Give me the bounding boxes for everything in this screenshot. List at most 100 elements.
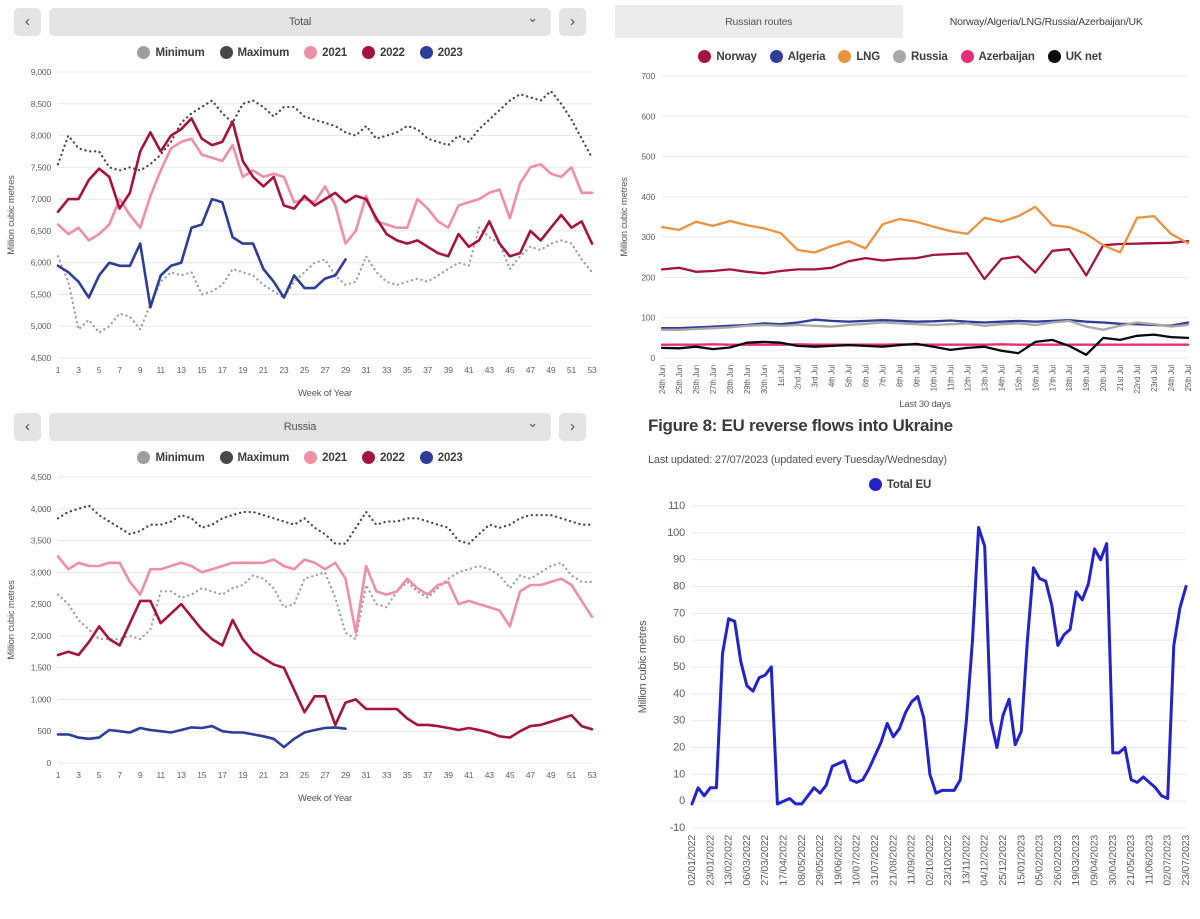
legend-swatch-icon — [698, 50, 712, 63]
chevron-down-icon: ⌄ — [527, 415, 538, 430]
svg-text:27/03/2022: 27/03/2022 — [759, 835, 771, 886]
legend-item-2021[interactable]: 2021 — [304, 451, 347, 464]
svg-text:2,000: 2,000 — [31, 631, 52, 641]
legend-item-algeria[interactable]: Algeria — [769, 50, 826, 63]
svg-text:100: 100 — [667, 527, 685, 539]
legend-item-uk-net[interactable]: UK net — [1047, 50, 1102, 63]
svg-text:500: 500 — [641, 152, 655, 162]
svg-text:29: 29 — [341, 365, 351, 375]
legend-item-norway[interactable]: Norway — [698, 50, 757, 63]
svg-text:28th Jun: 28th Jun — [726, 365, 735, 394]
legend-item-2023[interactable]: 2023 — [419, 451, 463, 464]
legend-swatch-icon — [893, 50, 907, 63]
svg-text:31/07/2022: 31/07/2022 — [869, 835, 881, 886]
svg-text:-10: -10 — [670, 822, 685, 834]
svg-text:25th Jul: 25th Jul — [1184, 365, 1193, 392]
svg-text:30/04/2023: 30/04/2023 — [1107, 835, 1119, 886]
svg-text:25: 25 — [300, 365, 310, 375]
routes-chart-legend: Norway Algeria LNG Russia Azerbaijan UK net — [600, 50, 1200, 63]
svg-text:12th Jul: 12th Jul — [963, 365, 972, 392]
svg-text:11th Jul: 11th Jul — [946, 365, 955, 391]
legend-item-2022[interactable]: 2022 — [361, 451, 405, 464]
tab-norway-algeria-lng-russia-azerbaijan-uk[interactable]: Norway/Algeria/LNG/Russia/Azerbaijan/UK — [902, 5, 1190, 38]
svg-text:26th Jun: 26th Jun — [692, 365, 701, 394]
russia-chart-selector-row: ‹ Russia ⌄ › — [14, 413, 586, 441]
legend-item-maximum[interactable]: Maximum — [219, 451, 290, 464]
svg-text:23: 23 — [279, 365, 289, 375]
legend-swatch-icon — [304, 451, 318, 464]
svg-text:7: 7 — [117, 770, 122, 780]
svg-text:53: 53 — [587, 770, 597, 780]
svg-text:31: 31 — [362, 770, 372, 780]
svg-text:02/07/2023: 02/07/2023 — [1162, 835, 1174, 886]
svg-text:11/09/2022: 11/09/2022 — [906, 835, 918, 885]
legend-swatch-icon — [419, 46, 433, 59]
svg-text:19: 19 — [238, 770, 248, 780]
chart-dropdown-russia-value: Russia — [283, 421, 317, 433]
svg-text:5th Jul: 5th Jul — [845, 365, 854, 388]
svg-text:5: 5 — [97, 770, 102, 780]
ukraine-flows-panel: Figure 8: EU reverse flows into Ukraine … — [600, 412, 1200, 919]
svg-text:30th Jun: 30th Jun — [760, 365, 769, 394]
svg-text:10th Jul: 10th Jul — [929, 365, 938, 392]
svg-text:1,000: 1,000 — [31, 694, 52, 704]
legend-item-azerbaijan[interactable]: Azerbaijan — [960, 50, 1035, 63]
tab-russian-routes[interactable]: Russian routes — [615, 5, 903, 38]
legend-label: Russia — [911, 50, 948, 63]
chart-dropdown-total[interactable]: Total ⌄ — [49, 8, 551, 36]
svg-text:0: 0 — [650, 353, 655, 363]
svg-text:37: 37 — [423, 770, 433, 780]
legend-item-2021[interactable]: 2021 — [304, 46, 347, 59]
figure-title: Figure 8: EU reverse flows into Ukraine — [648, 416, 953, 435]
svg-text:24th Jul: 24th Jul — [1167, 365, 1176, 392]
prev-chart-button[interactable]: ‹ — [14, 413, 41, 441]
legend-item-2022[interactable]: 2022 — [361, 46, 405, 59]
legend-swatch-icon — [219, 451, 233, 464]
svg-text:21/08/2022: 21/08/2022 — [887, 835, 899, 886]
svg-text:2,500: 2,500 — [31, 599, 52, 609]
svg-text:23: 23 — [279, 770, 289, 780]
svg-text:5,000: 5,000 — [31, 321, 52, 331]
svg-text:37: 37 — [423, 365, 433, 375]
total-chart-panel: ‹ Total ⌄ › Minimum Maximum 2021 2022 2023 4… — [0, 0, 600, 405]
legend-label: Azerbaijan — [978, 50, 1035, 63]
svg-text:23/10/2022: 23/10/2022 — [942, 835, 954, 886]
svg-text:15/01/2023: 15/01/2023 — [1015, 835, 1027, 886]
legend-label: Maximum — [237, 451, 290, 464]
ukraine-chart: -10 0 10 20 30 40 50 60 70 80 90 100 110 02/01/2022 23… — [637, 500, 1192, 886]
svg-text:500: 500 — [37, 726, 51, 736]
legend-swatch-icon — [361, 46, 375, 59]
svg-text:51: 51 — [567, 365, 577, 375]
svg-text:1,500: 1,500 — [31, 663, 52, 673]
svg-text:49: 49 — [546, 770, 556, 780]
legend-item-2023[interactable]: 2023 — [419, 46, 463, 59]
svg-text:700: 700 — [641, 71, 655, 81]
svg-text:43: 43 — [485, 365, 495, 375]
svg-text:4,500: 4,500 — [31, 353, 52, 363]
svg-text:21: 21 — [259, 365, 269, 375]
legend-item-lng[interactable]: LNG — [838, 50, 880, 63]
legend-item-russia[interactable]: Russia — [893, 50, 948, 63]
svg-text:Million cubic metres: Million cubic metres — [6, 580, 17, 660]
svg-text:6,000: 6,000 — [31, 258, 52, 268]
svg-text:45: 45 — [505, 770, 515, 780]
legend-swatch-icon — [419, 451, 433, 464]
svg-text:10/07/2022: 10/07/2022 — [851, 835, 863, 886]
legend-item-maximum[interactable]: Maximum — [219, 46, 289, 59]
legend-label: 2023 — [437, 451, 463, 464]
svg-text:3: 3 — [76, 365, 81, 375]
prev-chart-button[interactable]: ‹ — [14, 8, 41, 36]
legend-item-minimum[interactable]: Minimum — [137, 46, 205, 59]
svg-text:11/06/2023: 11/06/2023 — [1143, 835, 1155, 885]
svg-text:Week of Year: Week of Year — [298, 388, 352, 399]
svg-text:33: 33 — [382, 770, 392, 780]
svg-text:53: 53 — [587, 365, 597, 375]
next-chart-button[interactable]: › — [559, 413, 586, 441]
svg-text:47: 47 — [526, 365, 536, 375]
total-chart-legend: Minimum Maximum 2021 2022 2023 — [0, 46, 600, 59]
svg-text:7,500: 7,500 — [31, 162, 52, 172]
next-chart-button[interactable]: › — [559, 8, 586, 36]
legend-item-minimum[interactable]: Minimum — [137, 451, 205, 464]
chart-dropdown-russia[interactable]: Russia ⌄ — [49, 413, 551, 441]
legend-item-total-eu[interactable]: Total EU — [868, 478, 931, 491]
